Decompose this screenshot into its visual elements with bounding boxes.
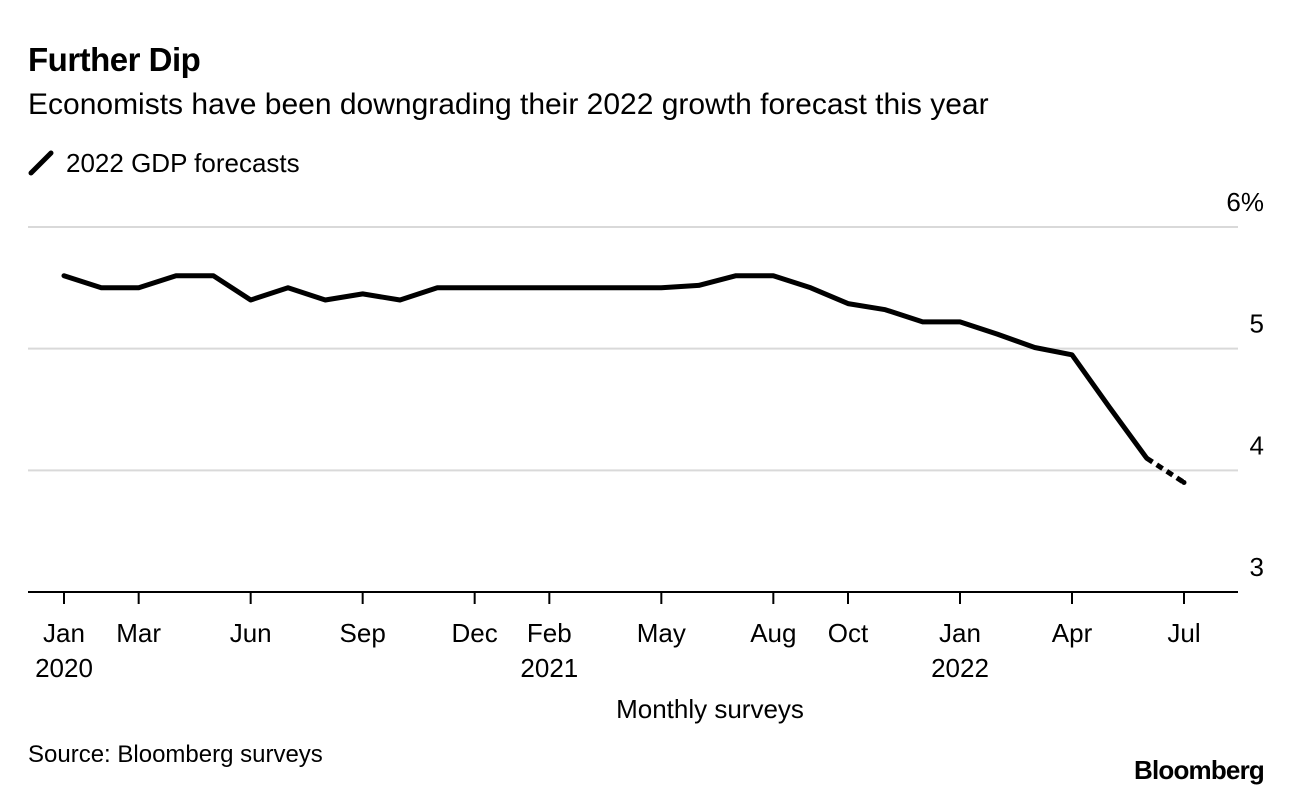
data-point-latest	[1181, 480, 1187, 485]
x-tick-label-month: May	[637, 618, 686, 648]
series-line	[61, 273, 1150, 461]
legend-label: 2022 GDP forecasts	[66, 147, 300, 178]
x-tick-label-year: 2020	[35, 653, 93, 683]
legend: 2022 GDP forecasts	[28, 146, 300, 180]
y-tick-label-5: 5	[1250, 309, 1264, 339]
chart-subtitle: Economists have been downgrading their 2…	[28, 88, 989, 121]
x-tick-label-month: Jun	[230, 618, 272, 648]
legend-line-swatch	[28, 150, 54, 176]
x-tick-label-month: Jan	[939, 618, 981, 648]
x-tick-label-month: Aug	[750, 618, 796, 648]
x-tick-label-month: Dec	[452, 618, 498, 648]
series-line-projection	[1145, 456, 1186, 485]
x-tick-label-month: Oct	[828, 618, 869, 648]
x-tick-label-year: 2022	[931, 653, 989, 683]
source-note: Source: Bloomberg surveys	[28, 741, 323, 768]
x-tick-label-month: Sep	[340, 618, 386, 648]
y-tick-label-4: 4	[1250, 430, 1264, 460]
x-tick-label-year: 2021	[520, 653, 578, 683]
x-tick-label-month: Mar	[116, 618, 161, 648]
y-tick-label-6: 6%	[1226, 187, 1264, 217]
x-tick-label-month: Jul	[1167, 618, 1200, 648]
x-axis-title: Monthly surveys	[616, 694, 804, 724]
bloomberg-logo: Bloomberg	[1133, 755, 1265, 785]
x-tick-label-month: Apr	[1052, 618, 1093, 648]
x-tick-label-month: Jan	[43, 618, 85, 648]
x-tick-label-month: Feb	[527, 618, 572, 648]
chart-title: Further Dip	[28, 41, 201, 78]
y-tick-label-3: 3	[1250, 552, 1264, 582]
